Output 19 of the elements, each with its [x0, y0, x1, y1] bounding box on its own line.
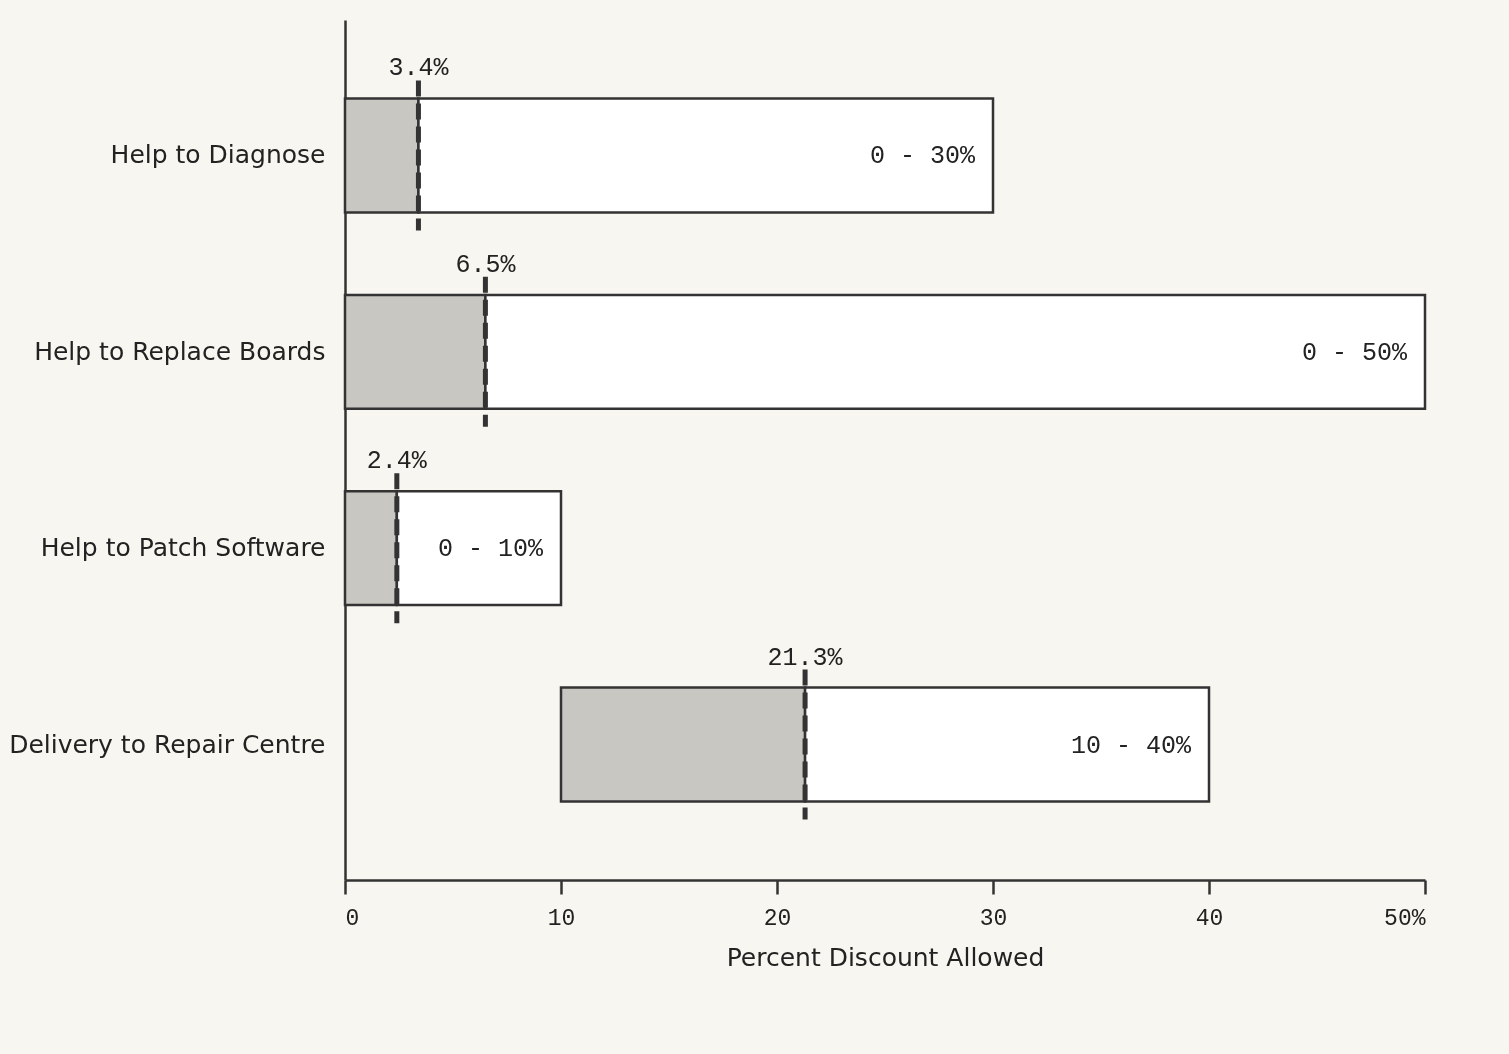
- y-tick-label: Help to Patch Software: [40, 533, 326, 563]
- x-tick-label: 10: [547, 905, 576, 932]
- x-axis-title: Percent Discount Allowed: [726, 942, 1045, 972]
- annotation: 3.4%: [388, 54, 450, 84]
- annotation: 6.5%: [455, 250, 517, 280]
- annotation: 0 - 30%: [869, 142, 976, 172]
- annotation: 10 - 40%: [1070, 731, 1192, 761]
- x-tick-label: 0: [345, 905, 360, 932]
- x-tick-label: 40: [1195, 905, 1224, 932]
- y-tick-label: Help to Replace Boards: [34, 336, 326, 366]
- x-tick-label: 20: [763, 905, 792, 932]
- y-tick-label: Delivery to Repair Centre: [9, 729, 326, 759]
- annotation: 21.3%: [767, 643, 844, 673]
- y-tick-label: Help to Diagnose: [110, 140, 326, 170]
- x-tick-label: 30: [979, 905, 1008, 932]
- x-tick-label: 50%: [1384, 905, 1426, 932]
- annotation: 0 - 50%: [1301, 338, 1408, 368]
- annotation: 0 - 10%: [437, 535, 544, 565]
- annotation: 2.4%: [366, 447, 428, 477]
